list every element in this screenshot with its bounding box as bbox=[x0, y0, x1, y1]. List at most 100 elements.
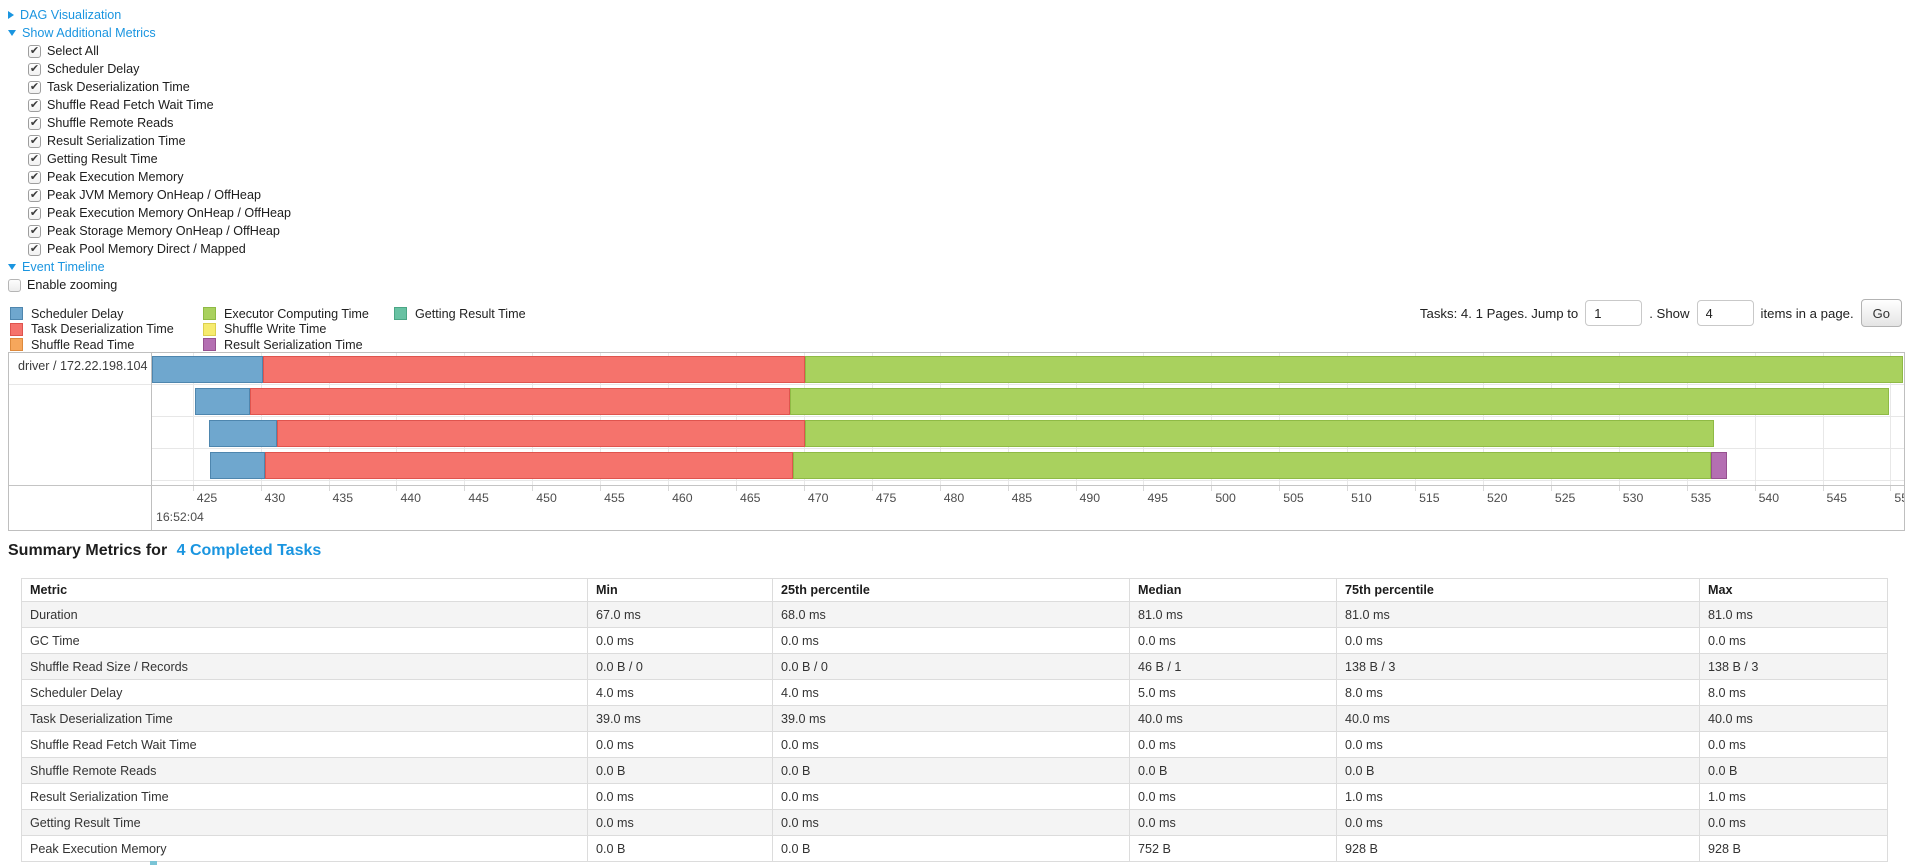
metric-checkbox-option[interactable]: ✔ Shuffle Read Fetch Wait Time bbox=[28, 96, 291, 114]
checkbox-checked-icon[interactable]: ✔ bbox=[28, 170, 41, 184]
table-cell: 138 B / 3 bbox=[1699, 653, 1888, 680]
metric-checkbox-option[interactable]: ✔ Peak JVM Memory OnHeap / OffHeap bbox=[28, 186, 291, 204]
scheduler-delay-bar-segment[interactable] bbox=[195, 388, 250, 415]
executor-computing-time-bar-segment[interactable] bbox=[793, 452, 1712, 479]
axis-tick bbox=[1550, 486, 1552, 491]
table-row: Shuffle Read Size / Records 0.0 B / 0 0.0 … bbox=[21, 653, 1888, 680]
executor-computing-time-bar-segment[interactable] bbox=[805, 356, 1903, 383]
jump-to-page-input[interactable] bbox=[1585, 300, 1643, 326]
completed-tasks-link[interactable]: 4 Completed Tasks bbox=[176, 542, 322, 559]
metric-checkbox-option[interactable]: ✔ Peak Pool Memory Direct / Mapped bbox=[28, 240, 291, 258]
event-timeline-toggle[interactable]: Event Timeline bbox=[8, 258, 291, 276]
checkbox-checked-icon[interactable]: ✔ bbox=[28, 62, 41, 76]
checkbox-checked-icon[interactable]: ✔ bbox=[28, 152, 41, 166]
axis-tick-label: 450 bbox=[536, 491, 557, 505]
metric-checkbox-option[interactable]: ✔ Shuffle Remote Reads bbox=[28, 114, 291, 132]
axis-tick bbox=[1890, 486, 1892, 491]
axis-tick-label: 545 bbox=[1826, 491, 1848, 505]
axis-tick-label: 500 bbox=[1215, 491, 1236, 505]
row-separator-line bbox=[9, 384, 1904, 385]
table-cell: Result Serialization Time bbox=[21, 783, 588, 810]
legend-label: Shuffle Read Time bbox=[31, 337, 135, 352]
checkbox-checked-icon[interactable]: ✔ bbox=[28, 224, 41, 238]
dag-visualization-toggle[interactable]: DAG Visualization bbox=[8, 6, 291, 24]
legend-item: Scheduler Delay bbox=[10, 306, 203, 322]
metric-checkbox-option[interactable]: ✔ Getting Result Time bbox=[28, 150, 291, 168]
axis-tick-label: 465 bbox=[740, 491, 761, 505]
table-cell: 0.0 ms bbox=[772, 731, 1130, 758]
timeline-gridline bbox=[1143, 353, 1145, 485]
shuffle-read-time-swatch-icon bbox=[10, 338, 23, 352]
checkbox-checked-icon[interactable]: ✔ bbox=[28, 44, 41, 58]
axis-tick-label: 530 bbox=[1622, 491, 1644, 505]
timeline-gridline bbox=[1686, 353, 1688, 485]
table-cell: Shuffle Read Fetch Wait Time bbox=[21, 731, 588, 758]
axis-tick bbox=[1007, 486, 1009, 491]
table-header-cell: Min bbox=[587, 578, 773, 602]
checkbox-checked-icon[interactable]: ✔ bbox=[28, 116, 41, 130]
metric-checkbox-option[interactable]: ✔ Peak Execution Memory OnHeap / OffHeap bbox=[28, 204, 291, 222]
axis-tick bbox=[1482, 486, 1484, 491]
metric-checkbox-option[interactable]: ✔ Task Deserialization Time bbox=[28, 78, 291, 96]
executor-computing-time-swatch-icon bbox=[203, 307, 216, 321]
checkbox-checked-icon[interactable]: ✔ bbox=[28, 206, 41, 220]
metric-checkbox-option[interactable]: ✔ Select All bbox=[28, 42, 291, 60]
axis-tick-label: 435 bbox=[332, 491, 354, 505]
table-header-cell: Median bbox=[1129, 578, 1337, 602]
axis-tick bbox=[1347, 486, 1349, 491]
task-deserialization-time-bar-segment[interactable] bbox=[249, 388, 791, 415]
table-header-cell: Metric bbox=[21, 578, 588, 602]
table-cell: 928 B bbox=[1336, 835, 1700, 862]
metric-checkbox-option[interactable]: ✔ Peak Execution Memory bbox=[28, 168, 291, 186]
metric-checkbox-option[interactable]: ✔ Peak Storage Memory OnHeap / OffHeap bbox=[28, 222, 291, 240]
metric-checkbox-label: Shuffle Remote Reads bbox=[47, 116, 174, 130]
checkbox-checked-icon[interactable]: ✔ bbox=[28, 80, 41, 94]
task-deserialization-time-bar-segment[interactable] bbox=[276, 420, 806, 447]
axis-tick bbox=[328, 486, 330, 491]
axis-tick bbox=[1143, 486, 1145, 491]
metric-checkbox-label: Shuffle Read Fetch Wait Time bbox=[47, 98, 214, 112]
task-deserialization-time-bar-segment[interactable] bbox=[264, 452, 794, 479]
go-button[interactable]: Go bbox=[1860, 299, 1902, 327]
metric-checkbox-label: Peak Pool Memory Direct / Mapped bbox=[47, 242, 246, 256]
table-cell: 0.0 ms bbox=[772, 627, 1130, 654]
result-serialization-time-bar-segment[interactable] bbox=[1711, 452, 1728, 479]
dag-visualization-link[interactable]: DAG Visualization bbox=[20, 8, 122, 22]
checkbox-checked-icon[interactable]: ✔ bbox=[28, 242, 41, 256]
collapsed-arrow-icon bbox=[8, 11, 14, 19]
metric-checkbox-option[interactable]: ✔ Scheduler Delay bbox=[28, 60, 291, 78]
show-additional-metrics-link[interactable]: Show Additional Metrics bbox=[22, 26, 156, 40]
legend-label: Shuffle Write Time bbox=[224, 322, 327, 337]
show-additional-metrics-toggle[interactable]: Show Additional Metrics bbox=[8, 24, 291, 42]
table-cell: 0.0 ms bbox=[772, 809, 1130, 836]
metric-checkbox-label: Task Deserialization Time bbox=[47, 80, 190, 94]
table-cell: 0.0 B bbox=[587, 757, 773, 784]
task-deserialization-time-swatch-icon bbox=[10, 322, 23, 336]
scheduler-delay-bar-segment[interactable] bbox=[209, 420, 277, 447]
axis-tick bbox=[736, 486, 737, 491]
axis-tick-label: 475 bbox=[875, 491, 897, 505]
scheduler-delay-bar-segment[interactable] bbox=[210, 452, 265, 479]
table-cell: 40.0 ms bbox=[1129, 705, 1337, 732]
table-cell: 0.0 ms bbox=[1129, 731, 1337, 758]
timeline-plot bbox=[9, 353, 1904, 530]
axis-tick bbox=[1822, 486, 1824, 491]
checkbox-checked-icon[interactable]: ✔ bbox=[28, 98, 41, 112]
enable-zooming-option[interactable]: Enable zooming bbox=[8, 276, 291, 294]
executor-computing-time-bar-segment[interactable] bbox=[805, 420, 1714, 447]
metric-checkbox-option[interactable]: ✔ Result Serialization Time bbox=[28, 132, 291, 150]
items-per-page-input[interactable] bbox=[1696, 300, 1754, 326]
scheduler-delay-bar-segment[interactable] bbox=[152, 356, 264, 383]
checkbox-checked-icon[interactable]: ✔ bbox=[28, 134, 41, 148]
axis-tick bbox=[668, 486, 670, 491]
legend-item: Getting Result Time bbox=[394, 306, 526, 322]
timeline-gridline bbox=[328, 353, 330, 485]
task-deserialization-time-bar-segment[interactable] bbox=[263, 356, 806, 383]
tasks-pages-label: Tasks: 4. 1 Pages. Jump to bbox=[1419, 305, 1579, 321]
checkbox-unchecked-icon[interactable] bbox=[8, 278, 21, 292]
checkbox-checked-icon[interactable]: ✔ bbox=[28, 188, 41, 202]
table-row: Peak Execution Memory 0.0 B 0.0 B 752 B 928 … bbox=[21, 835, 1888, 862]
event-timeline-link[interactable]: Event Timeline bbox=[22, 260, 105, 274]
executor-computing-time-bar-segment[interactable] bbox=[790, 388, 1890, 415]
